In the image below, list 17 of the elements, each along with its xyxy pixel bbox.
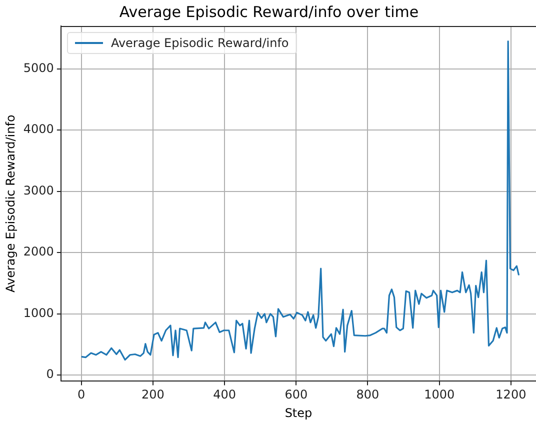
y-axis-title: Average Episodic Reward/info — [3, 114, 18, 293]
x-axis-title: Step — [284, 406, 312, 420]
y-tick-label: 2000 — [23, 244, 54, 259]
x-tick-label: 200 — [141, 388, 164, 402]
x-tick-label: 0 — [78, 388, 86, 402]
y-tick-label: 0 — [46, 367, 54, 382]
y-tick-label: 4000 — [23, 122, 54, 136]
x-tick-label: 800 — [356, 388, 380, 402]
y-tick-label: 3000 — [23, 183, 54, 198]
legend-label: Average Episodic Reward/info — [110, 36, 289, 50]
y-tick-label: 5000 — [23, 60, 54, 75]
y-tick-label: 1000 — [23, 306, 54, 320]
x-tick-label: 1000 — [424, 388, 455, 402]
x-tick-label: 600 — [284, 388, 308, 402]
chart-title: Average Episodic Reward/info over time — [119, 2, 419, 21]
x-tick-label: 400 — [213, 388, 236, 402]
x-tick-label: 1200 — [496, 388, 526, 402]
